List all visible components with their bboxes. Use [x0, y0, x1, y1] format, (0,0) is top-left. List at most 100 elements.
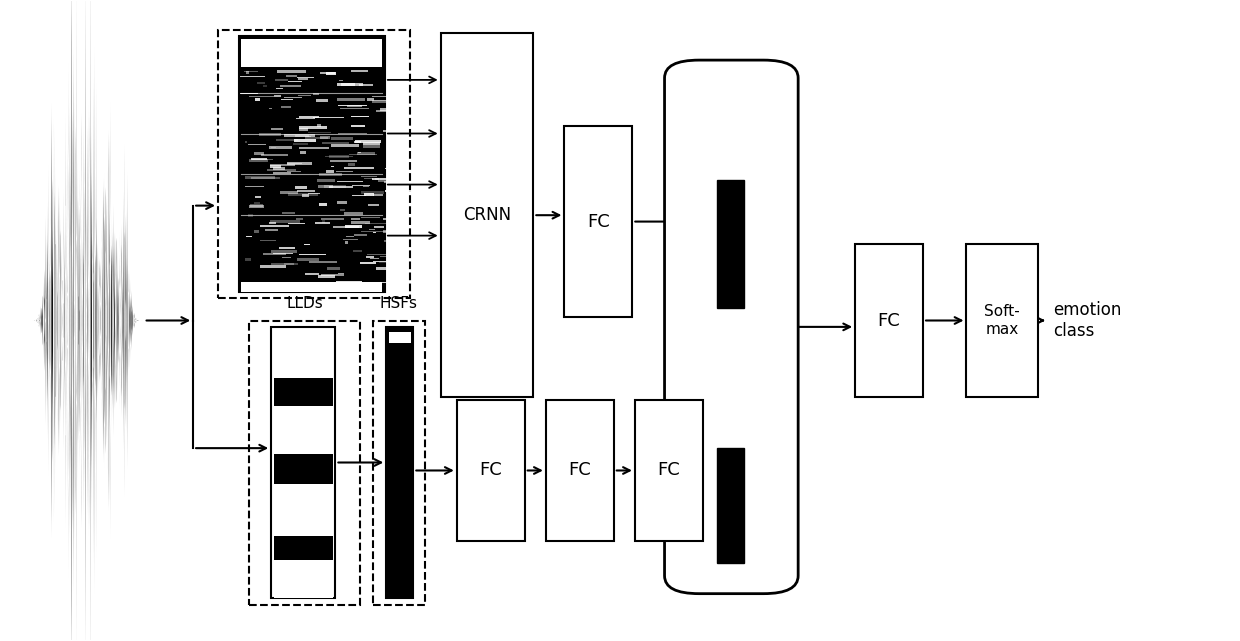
FancyBboxPatch shape	[293, 143, 309, 146]
FancyBboxPatch shape	[274, 346, 334, 370]
FancyBboxPatch shape	[250, 204, 263, 207]
FancyBboxPatch shape	[299, 116, 319, 118]
FancyBboxPatch shape	[341, 83, 363, 86]
FancyBboxPatch shape	[320, 72, 335, 74]
FancyBboxPatch shape	[257, 83, 265, 85]
FancyBboxPatch shape	[288, 81, 303, 82]
FancyBboxPatch shape	[242, 39, 382, 67]
FancyBboxPatch shape	[246, 71, 249, 74]
FancyBboxPatch shape	[374, 226, 383, 228]
FancyBboxPatch shape	[717, 448, 744, 563]
FancyBboxPatch shape	[299, 254, 326, 255]
Text: FC: FC	[568, 462, 591, 479]
FancyBboxPatch shape	[339, 133, 367, 135]
FancyBboxPatch shape	[253, 159, 273, 160]
FancyBboxPatch shape	[383, 230, 408, 233]
FancyBboxPatch shape	[286, 171, 301, 172]
FancyBboxPatch shape	[272, 147, 277, 149]
FancyBboxPatch shape	[635, 400, 703, 541]
FancyBboxPatch shape	[351, 70, 368, 72]
FancyBboxPatch shape	[263, 253, 286, 255]
FancyBboxPatch shape	[303, 194, 309, 197]
FancyBboxPatch shape	[295, 135, 309, 137]
FancyBboxPatch shape	[264, 229, 278, 231]
FancyBboxPatch shape	[386, 327, 413, 598]
FancyBboxPatch shape	[348, 163, 355, 166]
FancyBboxPatch shape	[355, 234, 367, 236]
FancyBboxPatch shape	[263, 85, 267, 87]
FancyBboxPatch shape	[373, 231, 376, 233]
FancyBboxPatch shape	[239, 243, 262, 244]
FancyBboxPatch shape	[300, 151, 306, 154]
FancyBboxPatch shape	[250, 177, 280, 179]
FancyBboxPatch shape	[273, 253, 293, 254]
FancyBboxPatch shape	[456, 400, 525, 541]
FancyBboxPatch shape	[326, 170, 334, 172]
FancyBboxPatch shape	[337, 273, 343, 274]
FancyBboxPatch shape	[246, 258, 252, 261]
FancyBboxPatch shape	[372, 101, 396, 103]
Text: FC: FC	[878, 312, 900, 329]
FancyBboxPatch shape	[347, 105, 362, 107]
FancyBboxPatch shape	[274, 96, 281, 97]
FancyBboxPatch shape	[242, 281, 382, 292]
FancyBboxPatch shape	[254, 153, 264, 155]
FancyBboxPatch shape	[314, 94, 319, 95]
FancyBboxPatch shape	[239, 76, 265, 77]
FancyBboxPatch shape	[254, 230, 259, 233]
FancyBboxPatch shape	[260, 265, 285, 268]
FancyBboxPatch shape	[295, 118, 315, 119]
FancyBboxPatch shape	[337, 98, 365, 101]
Text: HSFs: HSFs	[379, 296, 418, 311]
FancyBboxPatch shape	[339, 105, 367, 106]
FancyBboxPatch shape	[270, 165, 280, 168]
FancyBboxPatch shape	[383, 129, 403, 132]
FancyBboxPatch shape	[326, 72, 336, 74]
FancyBboxPatch shape	[288, 223, 305, 224]
FancyBboxPatch shape	[362, 186, 370, 187]
FancyBboxPatch shape	[270, 128, 283, 130]
FancyBboxPatch shape	[239, 93, 258, 94]
FancyBboxPatch shape	[383, 219, 388, 221]
FancyBboxPatch shape	[317, 124, 321, 127]
FancyBboxPatch shape	[270, 221, 300, 222]
FancyBboxPatch shape	[304, 244, 310, 246]
FancyBboxPatch shape	[315, 222, 330, 224]
FancyBboxPatch shape	[327, 267, 340, 270]
FancyBboxPatch shape	[361, 231, 391, 233]
FancyBboxPatch shape	[379, 108, 391, 112]
FancyBboxPatch shape	[330, 160, 357, 162]
FancyBboxPatch shape	[351, 116, 368, 117]
FancyBboxPatch shape	[365, 223, 394, 224]
FancyBboxPatch shape	[280, 106, 290, 108]
FancyBboxPatch shape	[270, 164, 295, 166]
FancyBboxPatch shape	[275, 88, 284, 90]
FancyBboxPatch shape	[295, 187, 308, 189]
FancyBboxPatch shape	[309, 193, 320, 194]
FancyBboxPatch shape	[253, 286, 278, 287]
FancyBboxPatch shape	[254, 98, 259, 101]
FancyBboxPatch shape	[275, 79, 289, 81]
FancyBboxPatch shape	[363, 178, 373, 179]
FancyBboxPatch shape	[260, 240, 277, 241]
FancyBboxPatch shape	[284, 97, 301, 98]
FancyBboxPatch shape	[377, 110, 392, 112]
FancyBboxPatch shape	[340, 108, 368, 110]
FancyBboxPatch shape	[374, 178, 378, 179]
FancyBboxPatch shape	[358, 152, 361, 153]
FancyBboxPatch shape	[244, 176, 275, 179]
FancyBboxPatch shape	[321, 274, 345, 276]
FancyBboxPatch shape	[345, 226, 362, 228]
FancyBboxPatch shape	[379, 256, 407, 257]
FancyBboxPatch shape	[270, 251, 298, 253]
Text: FC: FC	[657, 462, 681, 479]
FancyBboxPatch shape	[329, 187, 352, 188]
FancyBboxPatch shape	[299, 126, 327, 129]
FancyBboxPatch shape	[324, 185, 346, 188]
FancyBboxPatch shape	[358, 84, 373, 86]
FancyBboxPatch shape	[296, 218, 303, 221]
FancyBboxPatch shape	[355, 140, 381, 143]
FancyBboxPatch shape	[329, 156, 348, 158]
FancyBboxPatch shape	[717, 180, 744, 308]
FancyBboxPatch shape	[353, 141, 361, 143]
